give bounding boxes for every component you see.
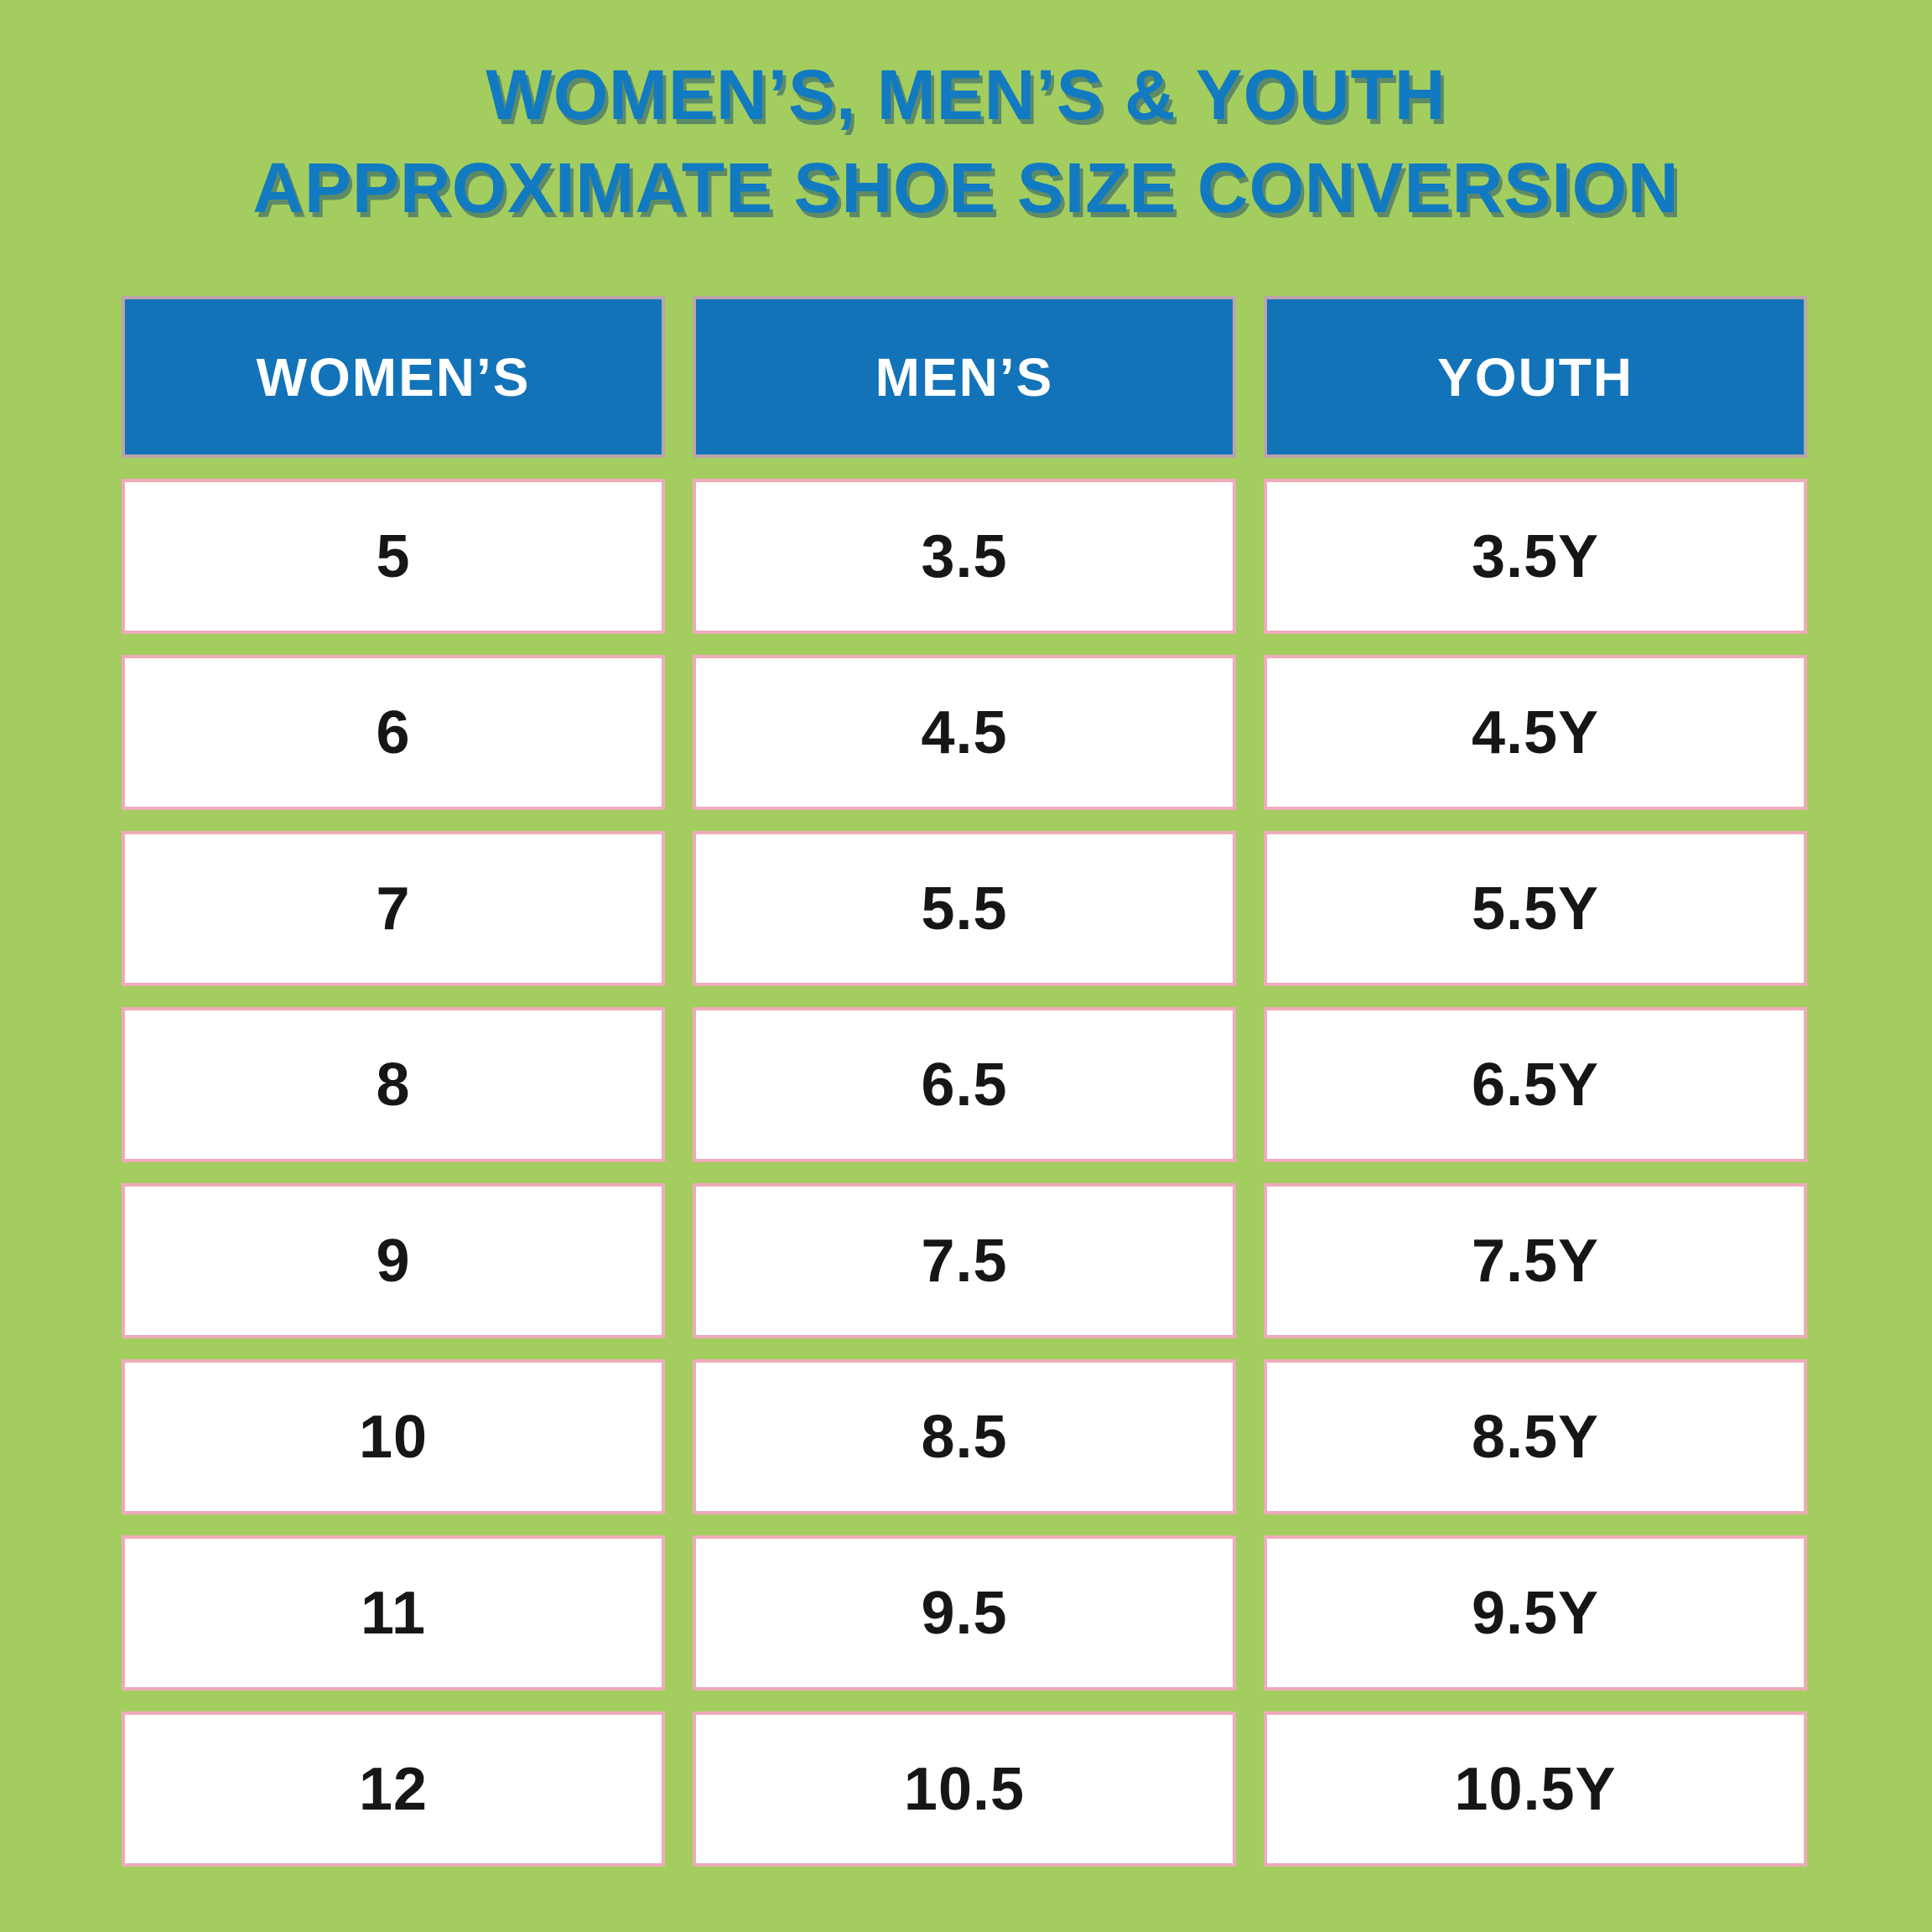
size-cell-mens-row3: 5.5 — [693, 831, 1236, 986]
size-cell-youth-row7: 9.5Y — [1264, 1535, 1807, 1690]
size-cell-womens-row5: 9 — [122, 1183, 665, 1338]
size-cell-mens-row1: 3.5 — [693, 479, 1236, 634]
page-title: WOMEN’S, MEN’S & YOUTH APPROXIMATE SHOE … — [0, 49, 1932, 235]
size-cell-mens-row6: 8.5 — [693, 1359, 1236, 1514]
size-cell-mens-row8: 10.5 — [693, 1711, 1236, 1867]
size-cell-womens-row8: 12 — [122, 1711, 665, 1867]
column-header-youth: YOUTH — [1264, 296, 1807, 458]
page-title-line1: WOMEN’S, MEN’S & YOUTH — [486, 55, 1446, 134]
size-cell-womens-row6: 10 — [122, 1359, 665, 1514]
size-cell-youth-row5: 7.5Y — [1264, 1183, 1807, 1338]
size-cell-mens-row4: 6.5 — [693, 1007, 1236, 1162]
size-cell-womens-row7: 11 — [122, 1535, 665, 1690]
size-cell-womens-row4: 8 — [122, 1007, 665, 1162]
size-cell-womens-row2: 6 — [122, 655, 665, 810]
size-cell-mens-row5: 7.5 — [693, 1183, 1236, 1338]
size-cell-youth-row4: 6.5Y — [1264, 1007, 1807, 1162]
size-cell-youth-row1: 3.5Y — [1264, 479, 1807, 634]
size-cell-youth-row3: 5.5Y — [1264, 831, 1807, 986]
page-title-line2: APPROXIMATE SHOE SIZE CONVERSION — [252, 148, 1680, 227]
shoe-size-conversion-table: WOMEN’S MEN’S YOUTH 5 3.5 3.5Y 6 4.5 4.5Y 7 5.5… — [122, 296, 1807, 1867]
size-cell-youth-row6: 8.5Y — [1264, 1359, 1807, 1514]
size-cell-womens-row3: 7 — [122, 831, 665, 986]
size-cell-youth-row2: 4.5Y — [1264, 655, 1807, 810]
size-cell-womens-row1: 5 — [122, 479, 665, 634]
column-header-mens: MEN’S — [693, 296, 1236, 458]
size-cell-youth-row8: 10.5Y — [1264, 1711, 1807, 1867]
size-cell-mens-row2: 4.5 — [693, 655, 1236, 810]
column-header-womens: WOMEN’S — [122, 296, 665, 458]
size-cell-mens-row7: 9.5 — [693, 1535, 1236, 1690]
